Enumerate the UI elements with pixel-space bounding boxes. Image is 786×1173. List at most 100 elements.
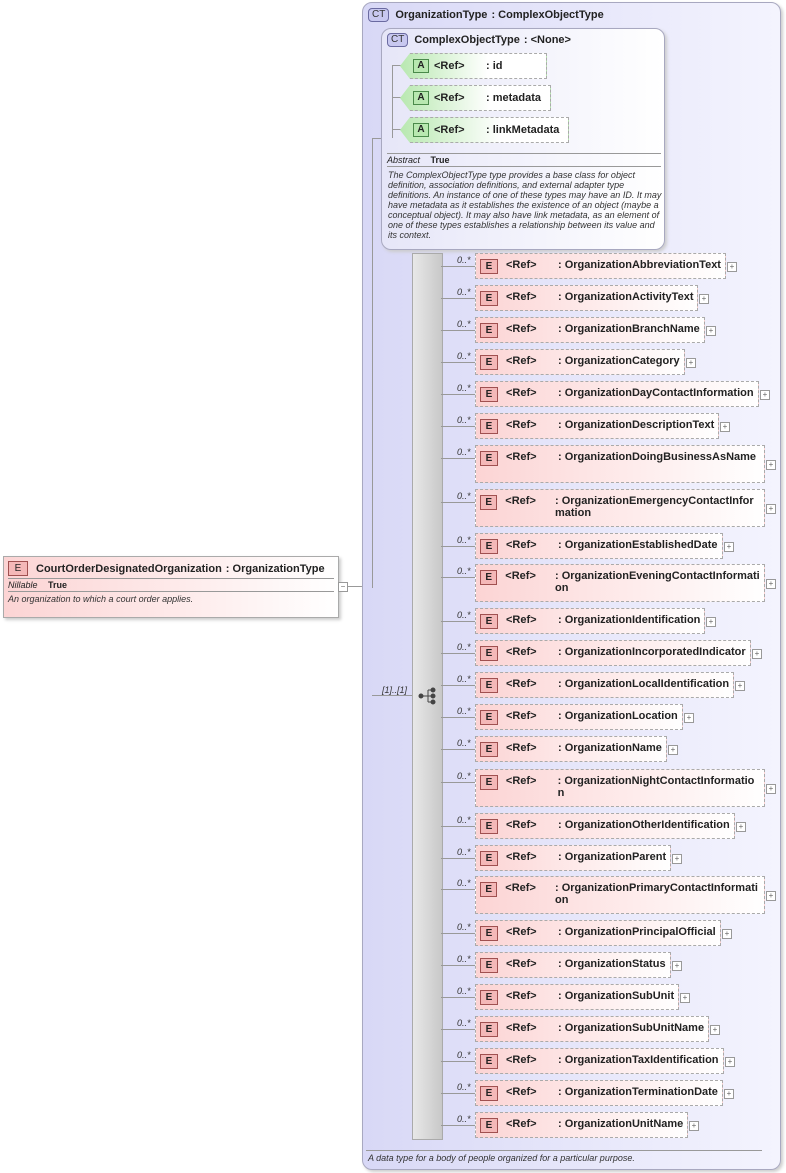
element-ref: <Ref> (506, 355, 537, 367)
expand-toggle[interactable]: + (668, 745, 678, 755)
expand-toggle[interactable]: + (766, 579, 776, 589)
element-multiplicity: 0..* (457, 878, 471, 888)
connector (392, 65, 393, 138)
expand-toggle[interactable]: + (706, 326, 716, 336)
expand-toggle[interactable]: + (760, 390, 770, 400)
expand-toggle[interactable]: + (735, 681, 745, 691)
element-item[interactable]: E <Ref> : OrganizationOtherIdentificatio… (475, 813, 735, 839)
element-multiplicity: 0..* (457, 1114, 471, 1124)
element-item[interactable]: E <Ref> : OrganizationParent (475, 845, 672, 871)
expand-toggle[interactable]: + (689, 1121, 699, 1131)
connector (441, 458, 475, 459)
element-name: : OrganizationActivityText (558, 291, 694, 303)
attribute-ref: <Ref> (434, 124, 465, 136)
element-name: : OrganizationUnitName (558, 1118, 684, 1130)
element-multiplicity: 0..* (457, 535, 471, 545)
attribute-ref: <Ref> (434, 60, 465, 72)
element-item[interactable]: E <Ref> : OrganizationStatus (475, 952, 671, 978)
element-item[interactable]: E <Ref> : OrganizationEstablishedDate (475, 533, 723, 559)
expand-toggle[interactable]: + (684, 713, 694, 723)
expand-toggle[interactable]: + (724, 542, 734, 552)
element-multiplicity: 0..* (457, 610, 471, 620)
element-item[interactable]: E <Ref> : OrganizationDayContactInformat… (475, 381, 759, 407)
element-ref: <Ref> (506, 742, 537, 754)
element-item[interactable]: E <Ref> : OrganizationDescriptionText (475, 413, 720, 439)
element-item[interactable]: E <Ref> : OrganizationSubUnit (475, 984, 680, 1010)
expand-toggle[interactable]: + (766, 504, 776, 514)
element-item[interactable]: E <Ref> : OrganizationTerminationDate (475, 1080, 723, 1106)
element-item[interactable]: E <Ref> : OrganizationNightContactInform… (475, 769, 765, 807)
expand-toggle[interactable]: + (722, 929, 732, 939)
expand-toggle[interactable]: + (724, 1089, 734, 1099)
complex-object-type-header: CT ComplexObjectType : <None> (387, 33, 571, 47)
element-multiplicity: 0..* (457, 255, 471, 265)
element-item[interactable]: E <Ref> : OrganizationPrimaryContactInfo… (475, 876, 765, 914)
element-item[interactable]: E <Ref> : OrganizationIncorporatedIndica… (475, 640, 751, 666)
element-badge-icon: E (480, 742, 498, 757)
connector (348, 586, 372, 587)
element-item[interactable]: E <Ref> : OrganizationLocalIdentificatio… (475, 672, 735, 698)
root-element-type: : OrganizationType (225, 562, 325, 575)
connector (441, 685, 475, 686)
element-item[interactable]: E <Ref> : OrganizationLocation (475, 704, 683, 730)
attribute-item[interactable]: A <Ref> : linkMetadata (400, 117, 569, 143)
element-item[interactable]: E <Ref> : OrganizationUnitName (475, 1112, 689, 1138)
element-multiplicity: 0..* (457, 706, 471, 716)
element-item[interactable]: E <Ref> : OrganizationCategory (475, 349, 685, 375)
connector (392, 65, 402, 66)
element-multiplicity: 0..* (457, 815, 471, 825)
root-element-box[interactable]: E CourtOrderDesignatedOrganization : Org… (3, 556, 339, 618)
connector (392, 97, 402, 98)
attribute-item[interactable]: A <Ref> : metadata (400, 85, 551, 111)
expand-toggle[interactable]: + (727, 262, 737, 272)
element-item[interactable]: E <Ref> : OrganizationName (475, 736, 667, 762)
element-badge-icon: E (480, 1054, 498, 1069)
element-item[interactable]: E <Ref> : OrganizationDoingBusinessAsNam… (475, 445, 765, 483)
expand-toggle[interactable]: + (672, 854, 682, 864)
element-ref: <Ref> (506, 1054, 537, 1066)
expand-toggle[interactable]: + (766, 784, 776, 794)
element-multiplicity: 0..* (457, 674, 471, 684)
element-item[interactable]: E <Ref> : OrganizationIdentification (475, 608, 706, 634)
element-item[interactable]: E <Ref> : OrganizationEmergencyContactIn… (475, 489, 765, 527)
connector (441, 621, 475, 622)
element-item[interactable]: E <Ref> : OrganizationActivityText (475, 285, 699, 311)
expand-toggle[interactable]: + (686, 358, 696, 368)
expand-toggle[interactable]: + (736, 822, 746, 832)
collapse-toggle[interactable]: − (338, 582, 348, 592)
expand-toggle[interactable]: + (752, 649, 762, 659)
expand-toggle[interactable]: + (672, 961, 682, 971)
element-badge-icon: E (480, 678, 498, 693)
organization-type-name: OrganizationType (395, 9, 488, 21)
element-item[interactable]: E <Ref> : OrganizationTaxIdentification (475, 1048, 724, 1074)
complex-type-extension-icon: CT (368, 8, 390, 22)
element-multiplicity: 0..* (457, 1082, 471, 1092)
element-badge-icon: E (480, 819, 498, 834)
element-badge-icon: E (480, 646, 498, 661)
expand-toggle[interactable]: + (725, 1057, 735, 1067)
connector (441, 933, 475, 934)
expand-toggle[interactable]: + (710, 1025, 720, 1035)
expand-toggle[interactable]: + (766, 460, 776, 470)
element-multiplicity: 0..* (457, 566, 471, 576)
connector (441, 858, 475, 859)
expand-toggle[interactable]: + (706, 617, 716, 627)
expand-toggle[interactable]: + (766, 891, 776, 901)
element-item[interactable]: E <Ref> : OrganizationAbbreviationText (475, 253, 726, 279)
element-item[interactable]: E <Ref> : OrganizationSubUnitName (475, 1016, 710, 1042)
organization-type-base: : ComplexObjectType (491, 9, 604, 21)
expand-toggle[interactable]: + (680, 993, 690, 1003)
element-item[interactable]: E <Ref> : OrganizationPrincipalOfficial (475, 920, 721, 946)
element-badge-icon: E (480, 958, 498, 973)
element-badge-icon: E (480, 775, 498, 790)
element-item[interactable]: E <Ref> : OrganizationBranchName (475, 317, 705, 343)
element-badge-icon: E (480, 539, 498, 554)
expand-toggle[interactable]: + (720, 422, 730, 432)
element-multiplicity: 0..* (457, 447, 471, 457)
element-name: : OrganizationSubUnitName (558, 1022, 705, 1034)
element-item[interactable]: E <Ref> : OrganizationEveningContactInfo… (475, 564, 765, 602)
expand-toggle[interactable]: + (699, 294, 709, 304)
element-name: : OrganizationCategory (558, 355, 680, 367)
complex-object-type-doc: The ComplexObjectType type provides a ba… (388, 170, 662, 240)
attribute-item[interactable]: A <Ref> : id (400, 53, 547, 79)
